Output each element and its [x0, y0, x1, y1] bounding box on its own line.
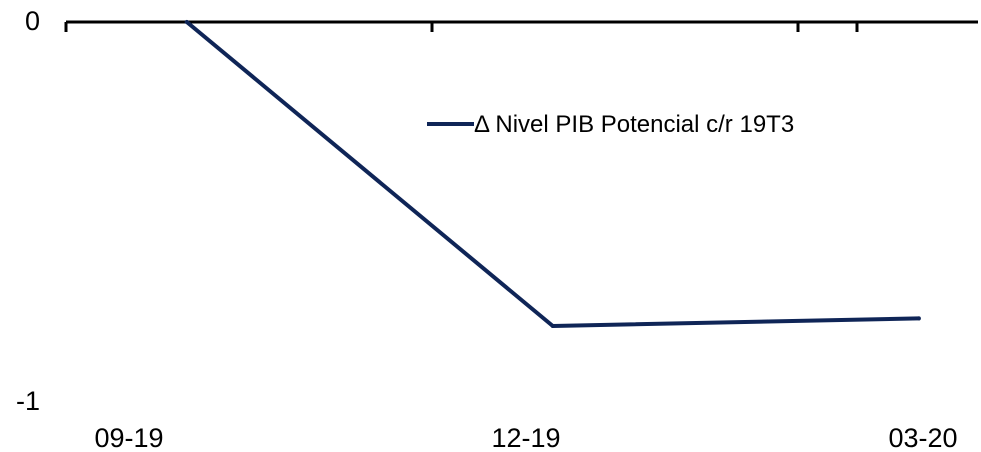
x-tick-label-09-19: 09-19	[94, 423, 163, 452]
data-point-0-2	[916, 316, 921, 321]
x-tick-label-03-20: 03-20	[888, 423, 957, 452]
x-tick-label-12-19: 12-19	[491, 423, 560, 452]
y-tick-label-1: -1	[16, 386, 40, 416]
data-point-0-1	[550, 324, 555, 328]
legend-label: Δ Nivel PIB Potencial c/r 19T3	[474, 111, 794, 138]
series-group	[184, 20, 921, 328]
x-axis-ticks	[64, 22, 859, 32]
y-tick-label-0: 0	[25, 6, 40, 36]
legend: Δ Nivel PIB Potencial c/r 19T3	[427, 111, 794, 138]
series-line-0	[184, 20, 921, 328]
data-point-0-0	[184, 20, 189, 24]
